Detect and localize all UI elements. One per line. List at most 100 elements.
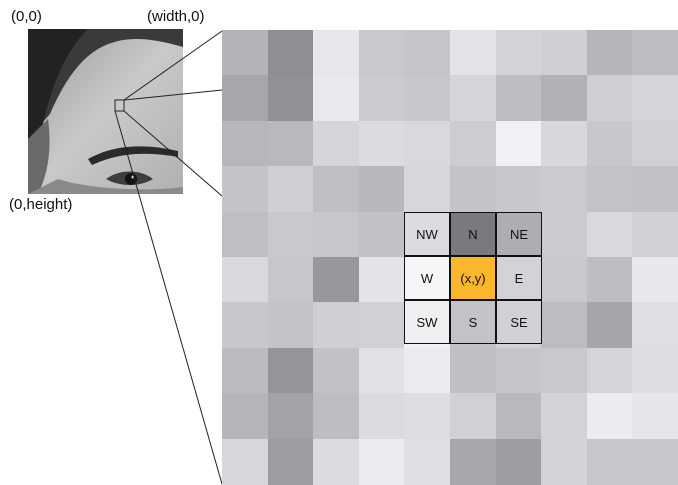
pixel-cell bbox=[541, 30, 588, 76]
pixel-cell bbox=[586, 211, 633, 258]
pixel-cell bbox=[632, 166, 678, 213]
zoom-region-box bbox=[114, 99, 125, 112]
pixel-cell bbox=[541, 166, 588, 213]
pixel-cell bbox=[267, 30, 314, 76]
pixel-cell bbox=[450, 438, 496, 485]
pixel-cell bbox=[358, 393, 405, 440]
pixel-cell bbox=[358, 211, 405, 258]
pixel-cell bbox=[632, 30, 678, 76]
pixel-cell bbox=[495, 120, 542, 167]
pixel-cell bbox=[267, 75, 314, 122]
pixel-cell bbox=[358, 30, 405, 76]
pixel-cell bbox=[495, 347, 542, 394]
pixel-cell bbox=[541, 75, 588, 122]
pixel-cell bbox=[586, 393, 633, 440]
pixel-cell bbox=[632, 302, 678, 349]
neighbor-cell-se: SE bbox=[496, 300, 542, 344]
pixel-cell bbox=[450, 166, 496, 213]
neighbor-cell-e: E bbox=[496, 256, 542, 300]
pixel-cell bbox=[632, 75, 678, 122]
pixel-cell bbox=[267, 120, 314, 167]
pixel-cell bbox=[222, 75, 268, 122]
face-photo bbox=[28, 29, 183, 194]
pixel-cell bbox=[313, 120, 360, 167]
pixel-cell bbox=[404, 75, 451, 122]
pixel-cell bbox=[632, 211, 678, 258]
pixel-cell bbox=[450, 347, 496, 394]
pixel-cell bbox=[586, 30, 633, 76]
pixel-cell bbox=[586, 438, 633, 485]
pixel-cell bbox=[313, 347, 360, 394]
pixel-cell bbox=[541, 393, 588, 440]
pixel-cell bbox=[495, 393, 542, 440]
pixel-cell bbox=[541, 347, 588, 394]
pixel-cell bbox=[450, 120, 496, 167]
pixel-cell bbox=[404, 120, 451, 167]
pixel-cell bbox=[586, 347, 633, 394]
pixel-cell bbox=[222, 211, 268, 258]
pixel-cell bbox=[267, 302, 314, 349]
pixel-cell bbox=[404, 30, 451, 76]
pixel-cell bbox=[267, 257, 314, 303]
pixel-cell bbox=[632, 393, 678, 440]
pixel-cell bbox=[541, 257, 588, 303]
pixel-cell bbox=[267, 166, 314, 213]
pixel-cell bbox=[222, 166, 268, 213]
neighbor-cell-n: N bbox=[450, 212, 496, 256]
pixel-cell bbox=[358, 75, 405, 122]
pixel-cell bbox=[586, 75, 633, 122]
pixel-cell bbox=[404, 347, 451, 394]
pixel-cell bbox=[222, 438, 268, 485]
pixel-cell bbox=[358, 302, 405, 349]
zoom-line-top bbox=[123, 30, 223, 101]
pixel-cell bbox=[586, 302, 633, 349]
pixel-cell bbox=[358, 120, 405, 167]
pixel-cell bbox=[222, 347, 268, 394]
pixel-cell bbox=[222, 393, 268, 440]
neighbor-cell-nw: NW bbox=[404, 212, 450, 256]
pixel-cell bbox=[358, 438, 405, 485]
pixel-cell bbox=[632, 438, 678, 485]
pixel-cell bbox=[313, 302, 360, 349]
pixel-cell bbox=[404, 166, 451, 213]
pixel-cell bbox=[267, 438, 314, 485]
pixel-cell bbox=[313, 166, 360, 213]
pixel-cell bbox=[222, 30, 268, 76]
pixel-cell bbox=[358, 347, 405, 394]
pixel-cell bbox=[632, 347, 678, 394]
pixel-cell bbox=[495, 438, 542, 485]
neighbor-cell-center: (x,y) bbox=[450, 256, 496, 300]
pixel-cell bbox=[222, 302, 268, 349]
width-corner-label: (width,0) bbox=[147, 8, 205, 25]
pixel-cell bbox=[358, 257, 405, 303]
pixel-cell bbox=[541, 438, 588, 485]
zoom-line-bottom bbox=[114, 110, 223, 484]
pixel-cell bbox=[541, 120, 588, 167]
pixel-cell bbox=[267, 211, 314, 258]
pixel-cell bbox=[450, 30, 496, 76]
pixel-cell bbox=[222, 257, 268, 303]
zoom-line-mid bbox=[123, 89, 223, 101]
pixel-cell bbox=[313, 30, 360, 76]
pixel-cell bbox=[313, 438, 360, 485]
pixel-cell bbox=[313, 257, 360, 303]
pixel-cell bbox=[222, 120, 268, 167]
pixel-cell bbox=[495, 166, 542, 213]
pixel-cell bbox=[313, 211, 360, 258]
pixel-cell bbox=[586, 120, 633, 167]
neighbor-cell-sw: SW bbox=[404, 300, 450, 344]
pixel-cell bbox=[358, 166, 405, 213]
pixel-cell bbox=[313, 75, 360, 122]
pixel-cell bbox=[586, 257, 633, 303]
zoom-line-lower bbox=[123, 110, 223, 197]
height-corner-label: (0,height) bbox=[9, 196, 73, 213]
zoomed-pixel-grid bbox=[222, 30, 678, 485]
pixel-cell bbox=[313, 393, 360, 440]
pixel-cell bbox=[267, 393, 314, 440]
origin-label: (0,0) bbox=[11, 8, 42, 25]
pixel-cell bbox=[450, 393, 496, 440]
pixel-cell bbox=[404, 393, 451, 440]
neighbor-cell-w: W bbox=[404, 256, 450, 300]
pixel-cell bbox=[267, 347, 314, 394]
